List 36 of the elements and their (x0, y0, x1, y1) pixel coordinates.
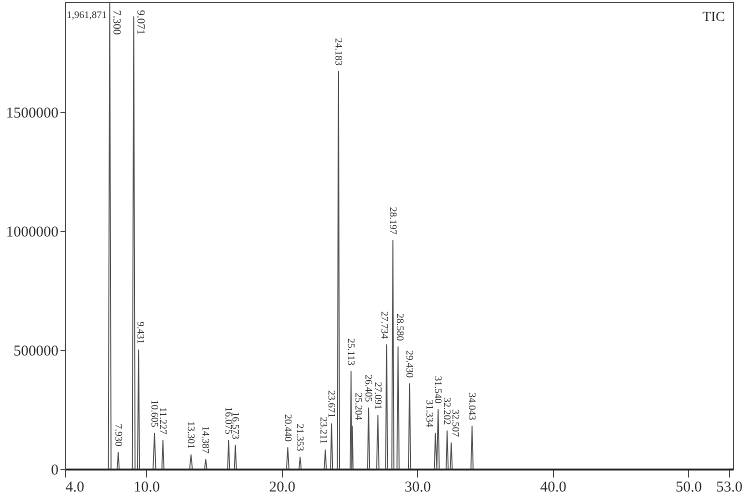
annotation: 23.671 (326, 390, 337, 418)
y-tick-label: 0 (51, 462, 58, 478)
annotation: 34.043 (466, 392, 478, 420)
annotation: 26.405 (362, 374, 374, 402)
annotation: 25.204 (352, 392, 364, 420)
y-tick-label: 1500000 (6, 105, 58, 122)
annotation: 1,961,871 (66, 10, 107, 21)
annotation: 7.300 (110, 10, 123, 36)
x-tick-label: 40.0 (540, 480, 566, 496)
annotation: 31.334 (423, 400, 434, 428)
annotation: 9.431 (134, 321, 146, 344)
annotation: 25.113 (345, 338, 356, 366)
annotation: 29.430 (404, 350, 415, 378)
annotation: 27.734 (378, 311, 390, 339)
y-tick-label: 1000000 (6, 224, 58, 240)
annotation: 13.301 (185, 421, 196, 449)
x-tick-label: 53.0 (716, 480, 743, 496)
annotation: 28.197 (386, 206, 398, 234)
annotation: 21.353 (294, 424, 306, 452)
annotation: 27.091 (372, 382, 383, 410)
y-tick-label: 500000 (14, 343, 58, 360)
annotation: 28.580 (394, 313, 406, 341)
annotation: TIC (702, 10, 725, 25)
annotation: 31.540 (432, 376, 444, 404)
x-tick-label: 30.0 (404, 480, 431, 496)
annotation: 10.605 (148, 400, 160, 428)
annotation: 14.387 (200, 426, 211, 454)
x-tick-label: 4.0 (66, 480, 84, 496)
x-tick-label: 10.0 (134, 480, 160, 496)
annotation: 23.211 (317, 416, 328, 444)
annotation: 9.071 (134, 10, 147, 35)
annotation: 20.440 (282, 414, 293, 442)
x-tick-label: 20.0 (269, 480, 296, 496)
x-tick-label: 50.0 (676, 480, 702, 496)
annotation: 7.930 (112, 424, 124, 446)
annotation: 24.183 (332, 38, 344, 66)
